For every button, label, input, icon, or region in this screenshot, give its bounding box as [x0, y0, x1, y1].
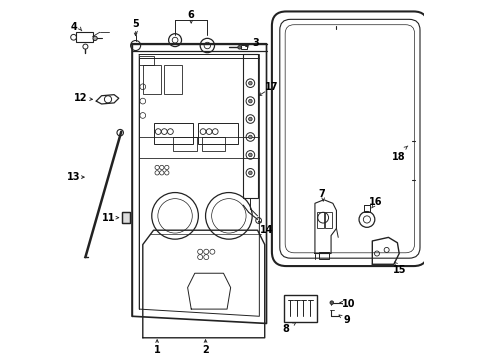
Text: 12: 12 [74, 93, 88, 103]
Text: 1: 1 [154, 345, 161, 355]
Circle shape [248, 117, 252, 121]
Bar [325, 212, 332, 228]
Bar [122, 212, 130, 223]
Circle shape [248, 171, 252, 175]
Text: 6: 6 [188, 10, 195, 20]
Bar [317, 212, 324, 228]
Circle shape [248, 135, 252, 139]
Bar [139, 56, 153, 65]
Circle shape [248, 153, 252, 157]
Text: 8: 8 [283, 324, 290, 334]
Text: 16: 16 [369, 197, 383, 207]
Bar [143, 65, 161, 94]
Text: 18: 18 [392, 152, 405, 162]
Bar [285, 295, 317, 321]
Text: 9: 9 [344, 315, 350, 325]
Bar [173, 137, 196, 151]
Text: 13: 13 [67, 172, 80, 182]
Circle shape [238, 45, 242, 49]
Bar [364, 205, 370, 212]
Text: 4: 4 [70, 22, 77, 32]
Circle shape [248, 81, 252, 85]
Bar [243, 54, 258, 198]
Bar [153, 123, 193, 144]
Text: 15: 15 [392, 265, 406, 275]
Bar [198, 123, 238, 144]
Text: 14: 14 [260, 225, 273, 235]
Text: 11: 11 [102, 213, 116, 222]
Bar [76, 32, 93, 42]
Text: 10: 10 [342, 299, 356, 309]
Bar [202, 137, 225, 151]
Bar [122, 212, 130, 223]
Text: 17: 17 [265, 82, 279, 92]
Circle shape [330, 301, 334, 305]
Text: 2: 2 [202, 345, 209, 355]
Text: 7: 7 [318, 189, 325, 199]
Circle shape [248, 99, 252, 103]
Text: 5: 5 [132, 19, 139, 29]
Circle shape [93, 36, 97, 41]
Bar [242, 45, 247, 49]
Text: 3: 3 [252, 38, 259, 48]
Bar [318, 252, 329, 259]
Bar [164, 65, 182, 94]
